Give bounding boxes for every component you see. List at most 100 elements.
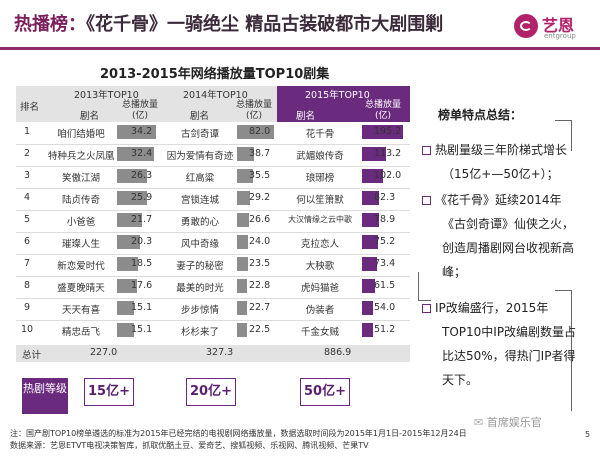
page-number: 5 — [585, 430, 591, 439]
title-2014-cell: 杉杉来了 — [180, 327, 219, 338]
rank-cell: 9 — [24, 302, 31, 313]
title-2015-cell: 琅琊榜 — [305, 173, 335, 184]
bar-2015 — [362, 125, 403, 139]
bar-2014 — [237, 279, 247, 293]
rank-cell: 8 — [24, 280, 31, 291]
value-2015-cell: 75.2 — [374, 236, 396, 247]
bar-2014 — [237, 235, 248, 249]
title-2015-cell: 伪装者 — [305, 305, 335, 316]
total-label: 总计 — [22, 350, 42, 361]
row-divider — [16, 320, 410, 321]
table-title: 2013-2015年网络播放量TOP10剧集 — [100, 67, 330, 82]
title-2013-cell: 笑傲江湖 — [61, 173, 100, 184]
bar-2014 — [237, 257, 248, 271]
value-2015-cell: 113.2 — [374, 148, 402, 159]
bar-2013 — [117, 279, 137, 293]
watermark-text: 首席娱乐官 — [486, 416, 542, 429]
name-header-2014: 剧名 — [190, 111, 210, 122]
level-badge-2014: 20亿+ — [186, 378, 236, 406]
bar-2014 — [237, 191, 250, 205]
bar-2015 — [362, 323, 373, 337]
rank-cell: 3 — [24, 170, 31, 181]
value-2015-cell: 51.2 — [374, 324, 396, 335]
total-2013: 227.0 — [90, 347, 118, 358]
name-header-2015: 剧名 — [296, 111, 316, 122]
value-2014-cell: 38.7 — [249, 148, 271, 159]
bar-2013 — [117, 235, 140, 249]
bracket-decoration — [555, 120, 572, 151]
total-2015: 886.9 — [324, 347, 352, 358]
checkbox-icon — [422, 196, 431, 205]
title-2014-cell: 因为爱情有奇迹 — [166, 151, 234, 162]
bar-2013 — [117, 301, 134, 315]
value-2013-cell: 26.3 — [131, 170, 153, 181]
bullet-text: TOP10中IP改编剧数量占 — [442, 325, 577, 339]
summary-bullet: IP改编盛行，2015年 TOP10中IP改编剧数量占 比达50%，得热门IP者… — [422, 296, 576, 392]
value-header-2013: 总播放量(亿) — [121, 100, 158, 121]
bracket-decoration — [555, 290, 572, 411]
title-2015-cell: 千金女贼 — [300, 327, 339, 338]
bullet-text: 热剧量级三年阶梯式增长 — [435, 143, 568, 157]
group-2015-label: 2015年TOP10 — [305, 90, 370, 101]
bracket-decoration — [418, 272, 431, 301]
title-main: 《花千骨》一骑绝尘 精品古装破都市大剧围剿 — [86, 14, 444, 35]
wechat-icon: ✉ — [474, 416, 487, 429]
title-2013-cell: 天天有喜 — [61, 305, 100, 316]
bullet-text: 《花千骨》延续2014年 — [435, 193, 562, 207]
value-2014-cell: 22.5 — [249, 324, 271, 335]
bar-2014 — [237, 125, 274, 139]
bar-2013 — [117, 257, 138, 271]
bar-2013 — [117, 125, 156, 139]
value-2013-cell: 21.7 — [131, 214, 153, 225]
value-2013-cell: 34.2 — [131, 126, 153, 137]
bullet-text: 《古剑奇谭》仙侠之火， — [442, 217, 575, 231]
value-2015-cell: 61.5 — [374, 280, 396, 291]
summary-title: 榜单特点总结： — [438, 108, 523, 122]
bar-2013 — [117, 213, 142, 227]
rank-cell: 5 — [24, 214, 31, 225]
group-2014-label: 2014年TOP10 — [183, 90, 248, 101]
bar-2013 — [117, 323, 134, 337]
title-2015-cell: 虎妈猫爸 — [300, 283, 339, 294]
row-divider — [16, 232, 410, 233]
value-header-2014: 总播放量(亿) — [235, 100, 272, 121]
value-2014-cell: 29.2 — [249, 192, 271, 203]
bar-2015 — [362, 191, 379, 205]
title-2013-cell: 小爸爸 — [66, 217, 96, 228]
logo-text: 艺恩 — [542, 16, 575, 35]
bar-2015 — [362, 257, 377, 271]
title-2014-cell: 最美的时光 — [176, 283, 224, 294]
bar-2015 — [362, 213, 379, 227]
value-2014-cell: 35.5 — [249, 170, 271, 181]
title-2014-cell: 勇敢的心 — [180, 217, 219, 228]
value-2015-cell: 54.0 — [374, 302, 396, 313]
row-divider — [16, 166, 410, 167]
row-divider — [16, 210, 410, 211]
bar-2014 — [237, 147, 254, 161]
title-2014-cell: 红高粱 — [185, 173, 215, 184]
watermark: ✉ 首席娱乐官 — [474, 414, 542, 430]
bar-2015 — [362, 279, 375, 293]
footnote: 注：国产剧TOP10榜单遴选的标准为2015年已经完结的电视剧网络播放量，数据选… — [10, 429, 467, 438]
title-2015-cell: 大秧歌 — [305, 261, 335, 272]
value-2015-cell: 102.0 — [374, 170, 402, 181]
bar-2014 — [237, 213, 249, 227]
value-2015-cell: 78.9 — [374, 214, 396, 225]
title-2014-cell: 妻子的秘密 — [176, 261, 224, 272]
rank-cell: 2 — [24, 148, 31, 159]
ranking-table — [16, 86, 410, 362]
value-2015-cell: 82.3 — [374, 192, 396, 203]
title-2013-cell: 咱们结婚吧 — [57, 129, 105, 140]
row-divider — [16, 276, 410, 277]
row-divider — [16, 188, 410, 189]
title-2014-cell: 宫锁连城 — [180, 195, 219, 206]
bullet-text: 创造周播剧网台收视新高 — [442, 241, 575, 255]
value-header-2015: 总播放量(亿) — [364, 100, 401, 121]
title-2014-cell: 步步惊情 — [180, 305, 219, 316]
value-2013-cell: 20.3 — [131, 236, 153, 247]
value-2013-cell: 25.9 — [131, 192, 153, 203]
value-2013-cell: 18.5 — [131, 258, 153, 269]
row-divider — [16, 144, 410, 145]
title-prefix: 热播榜： — [14, 14, 86, 35]
bar-2013 — [117, 191, 147, 205]
